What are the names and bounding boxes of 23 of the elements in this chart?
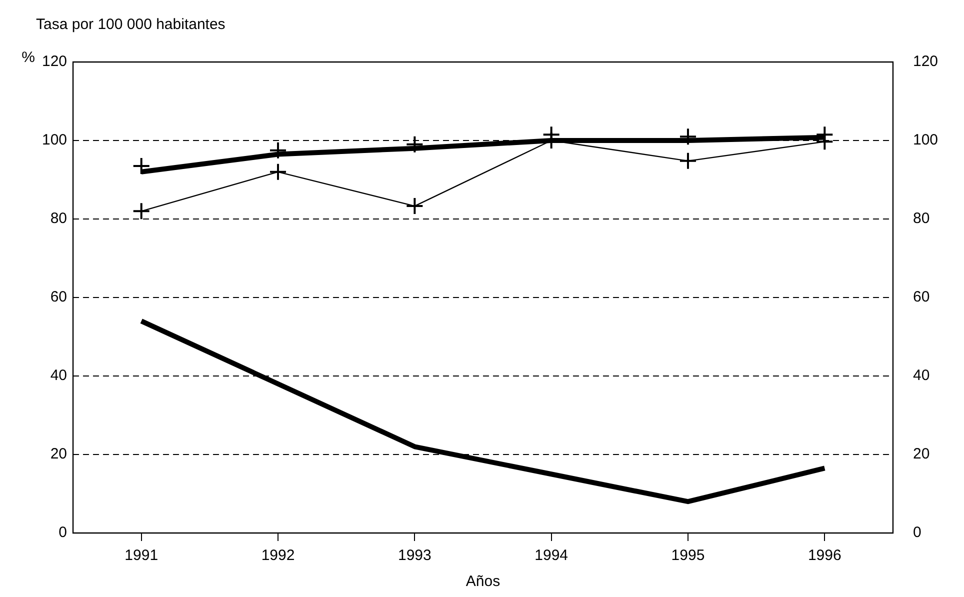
x-tick-label: 1991	[124, 547, 158, 564]
y-axis-title: %	[22, 49, 36, 66]
y-tick-label: 0	[58, 524, 68, 542]
x-tick-label: 1996	[808, 547, 842, 564]
y-tick-label: 20	[50, 446, 68, 463]
y2-tick-label: 80	[912, 210, 930, 228]
y-tick-label: 60	[50, 288, 68, 306]
chart-title: Tasa por 100 000 habitantes	[36, 16, 226, 34]
x-axis-title: Años	[466, 573, 500, 590]
y2-tick-label: 20	[912, 446, 930, 463]
x-tick-label: 1995	[671, 547, 705, 564]
y2-tick-label: 0	[912, 524, 922, 542]
x-tick-label: 1994	[534, 547, 568, 564]
y2-tick-label: 100	[912, 132, 938, 149]
x-tick-label: 1992	[261, 547, 295, 564]
x-tick-label: 1993	[398, 547, 432, 564]
y2-tick-label: 120	[912, 53, 938, 70]
y-tick-label: 100	[42, 132, 68, 149]
y-tick-label: 120	[42, 53, 68, 70]
y-tick-label: 40	[50, 367, 68, 384]
y-tick-label: 80	[50, 210, 68, 228]
y2-tick-label: 40	[912, 367, 930, 384]
y2-tick-label: 60	[912, 288, 930, 306]
